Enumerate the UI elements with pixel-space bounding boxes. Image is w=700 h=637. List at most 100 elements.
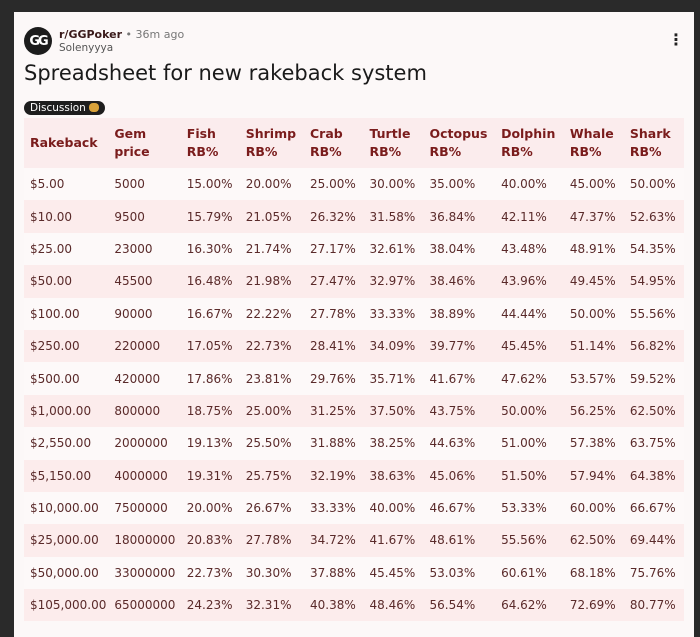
post-card: GG r/GGPoker • 36m ago Solenyyya ⋮ Sprea… — [14, 12, 694, 637]
table-cell: 34.09% — [363, 329, 424, 363]
table-cell: 38.25% — [363, 427, 424, 460]
table-cell: 46.67% — [423, 491, 496, 525]
column-header-line: Shark — [629, 126, 671, 141]
table-cell: 64.62% — [495, 589, 564, 622]
table-cell: $25.00 — [24, 232, 109, 266]
table-cell: 62.50% — [623, 394, 684, 428]
table-cell: 45.00% — [563, 168, 624, 201]
flair-badge[interactable]: Discussion — [24, 101, 105, 115]
table-row: $25.00 23000 16.30% 21.74% 27.17% 32.61% 38.04… — [24, 232, 684, 266]
table-cell: 55.56% — [495, 524, 564, 557]
table-cell: 26.67% — [239, 491, 304, 525]
table-cell: $500.00 — [24, 362, 109, 395]
table-cell: 30.30% — [239, 556, 304, 590]
table-cell: 27.78% — [304, 297, 364, 330]
table-cell: 25.00% — [304, 168, 364, 201]
table-cell: 32.97% — [363, 265, 424, 298]
table-cell: 57.38% — [563, 427, 624, 460]
table-cell: 50.00% — [563, 297, 624, 330]
table-cell: 72.69% — [563, 589, 624, 622]
author-link[interactable]: Solenyyya — [59, 42, 114, 54]
table-cell: $5.00 — [24, 168, 109, 201]
table-row: $50.00 45500 16.48% 21.98% 27.47% 32.97% 38.46… — [24, 265, 684, 298]
table-cell: 420000 — [108, 362, 181, 395]
table-cell: 7500000 — [108, 491, 181, 525]
table-cell: 18000000 — [108, 524, 181, 557]
table-cell: 53.33% — [495, 491, 564, 525]
table-cell: 49.45% — [563, 265, 624, 298]
column-header-line: Rakeback — [30, 135, 98, 150]
subreddit-link[interactable]: r/GGPoker — [59, 28, 123, 41]
table-row: $50,000.00 33000000 22.73% 30.30% 37.88% 45.4… — [24, 556, 684, 590]
table-cell: 43.96% — [495, 265, 564, 298]
table-cell: 47.37% — [563, 200, 624, 233]
table-row: $100.00 90000 16.67% 22.22% 27.78% 33.33% 38.8… — [24, 297, 684, 330]
table-cell: 16.67% — [180, 297, 240, 330]
table-cell: 20.00% — [239, 168, 304, 201]
meta-separator: • — [125, 28, 133, 41]
table-cell: $50.00 — [24, 265, 109, 298]
table-cell: 35.00% — [423, 168, 496, 201]
table-cell: 9500 — [108, 200, 181, 233]
table-cell: 38.46% — [423, 265, 496, 298]
post-title: Spreadsheet for new rakeback system — [24, 61, 427, 85]
table-row: $25,000.00 18000000 20.83% 27.78% 34.72% 41.6… — [24, 524, 684, 557]
table-cell: 25.00% — [239, 394, 304, 428]
table-cell: 800000 — [108, 394, 181, 428]
table-cell: 4000000 — [108, 459, 181, 492]
table-cell: 20.00% — [180, 491, 240, 525]
table-cell: 26.32% — [304, 200, 364, 233]
table-cell: 19.13% — [180, 427, 240, 460]
table-cell: 75.76% — [623, 556, 684, 590]
table-cell: 44.63% — [423, 427, 496, 460]
table-cell: 48.61% — [423, 524, 496, 557]
column-header: Dolphin RB% — [495, 118, 564, 168]
table-cell: 37.50% — [363, 394, 424, 428]
table-cell: 53.03% — [423, 556, 496, 590]
table-cell: 27.78% — [239, 524, 304, 557]
table-cell: 40.00% — [363, 491, 424, 525]
subreddit-avatar[interactable]: GG — [24, 27, 52, 55]
column-header-line: Whale — [569, 126, 614, 141]
column-header-line: RB% — [429, 144, 462, 159]
table-cell: 69.44% — [623, 524, 684, 557]
table-cell: $50,000.00 — [24, 556, 109, 590]
table-cell: 54.95% — [623, 265, 684, 298]
table-cell: 21.74% — [239, 232, 304, 266]
table-row: $500.00 420000 17.86% 23.81% 29.76% 35.71% 41.… — [24, 362, 684, 395]
table-cell: 90000 — [108, 297, 181, 330]
table-cell: 37.88% — [304, 556, 364, 590]
table-cell: $105,000.00 — [24, 589, 109, 622]
table-cell: 32.31% — [239, 589, 304, 622]
table-cell: 18.75% — [180, 394, 240, 428]
table-cell: 60.00% — [563, 491, 624, 525]
table-cell: 56.54% — [423, 589, 496, 622]
column-header-line: RB% — [369, 144, 402, 159]
table-cell: 41.67% — [423, 362, 496, 395]
table-cell: 63.75% — [623, 427, 684, 460]
table-cell: $250.00 — [24, 329, 109, 363]
table-row: $105,000.00 65000000 24.23% 32.31% 40.38% 48.… — [24, 589, 684, 622]
table-cell: 33.33% — [363, 297, 424, 330]
table-cell: 68.18% — [563, 556, 624, 590]
column-header-line: Dolphin — [501, 126, 556, 141]
column-header-line: RB% — [501, 144, 533, 159]
more-options-icon[interactable]: ⋮ — [668, 30, 684, 49]
table-cell: 65000000 — [108, 589, 181, 622]
table-cell: 80.77% — [623, 589, 684, 622]
column-header-line: Shrimp — [245, 126, 297, 141]
table-row: $5.00 5000 15.00% 20.00% 25.00% 30.00% 35.00% 4… — [24, 168, 684, 201]
table-cell: 39.77% — [423, 329, 496, 363]
table-cell: $5,150.00 — [24, 459, 109, 492]
table-cell: 22.73% — [180, 556, 240, 590]
table-cell: 45.06% — [423, 459, 496, 492]
table-cell: 220000 — [108, 329, 181, 363]
table-cell: 41.67% — [363, 524, 424, 557]
column-header-line: Fish — [186, 126, 216, 141]
table-cell: 51.14% — [563, 329, 624, 363]
table-cell: 40.38% — [304, 589, 364, 622]
table-cell: $100.00 — [24, 297, 109, 330]
table-row: $1,000.00 800000 18.75% 25.00% 31.25% 37.50% 4… — [24, 394, 684, 428]
column-header-line: RB% — [186, 144, 219, 159]
table-cell: $2,550.00 — [24, 427, 109, 460]
